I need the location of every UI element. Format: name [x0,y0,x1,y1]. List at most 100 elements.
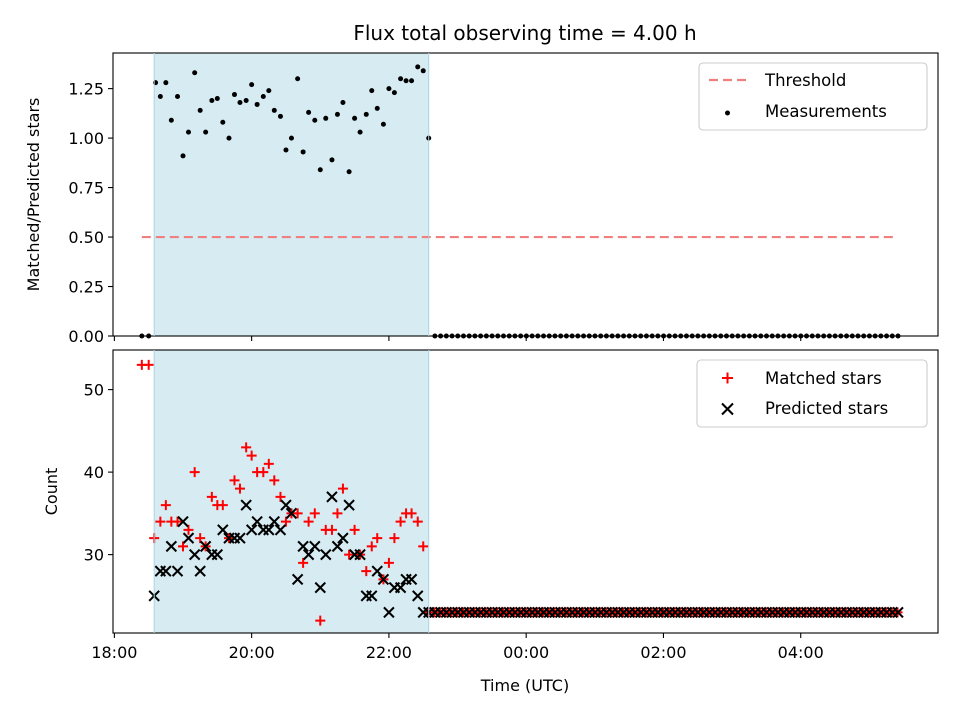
matched-star-point: 19:25 37 [206,491,217,502]
measurement-point: 19:55 1.19 [243,97,249,103]
predicted-stars-series: 18:35 2518:40 2818:45 2818:50 3118:55 28… [148,491,904,619]
predicted-star-point: 19:00 34 [177,515,189,528]
measurement-point: 22:05 1.23 [391,90,397,96]
x-axis-title: Time (UTC) [480,676,569,695]
measurement-point: 20:05 1.17 [254,101,260,107]
matched-star-point: 20:20 39 [269,475,280,486]
measurement-point: 18:40 1.21 [157,94,163,100]
cross-b [383,606,395,619]
predicted-star-point: 21:55 27 [377,573,390,586]
top-legend-box [698,62,928,131]
matched-star-point: 19:50 38 [234,483,245,494]
matched-star-point: 19:15 32 [195,533,206,544]
matched-star-point: 22:25 34 [412,516,423,527]
top-y-axis-title: Matched/Predicted stars [24,98,43,292]
matched-star-point: 21:25 30 [344,549,355,560]
predicted-star-point: 20:20 34 [268,515,281,528]
predicted-star-point: 21:45 25 [366,590,378,602]
matched-star-point: 19:00 31 [178,541,189,552]
measurement-point: 19:50 1.18 [237,99,243,105]
cross-b [331,540,344,553]
cross-b [245,524,258,536]
cross-b [274,524,287,536]
measurement-point: 21:05 1.1 [323,115,329,121]
legend-measurements-swatch [725,110,730,116]
measurement-point: 20:10 1.21 [260,94,266,100]
measurement-point: 22:10 1.3 [398,76,404,82]
cross-b [263,524,275,536]
predicted-star-point: 20:30 36 [280,499,292,511]
matched-star-point: 20:30 34 [280,516,291,527]
predicted-star-point: 20:55 31 [309,540,321,553]
legend-cross-marker [721,402,734,416]
cross-b [188,548,201,561]
measurement-point: 19:25 1.19 [209,97,215,103]
measurement-point: 22:30 1.34 [420,68,426,74]
bottom-x-tick-label: 22:00 [366,643,412,662]
top-y-axis-ticks: 0.00 0.25 0.50 0.75 1.00 1.25 [68,80,113,346]
predicted-star-point: 22:10 26 [394,581,407,594]
predicted-star-point: 19:55 36 [240,499,252,511]
predicted-star-point: 22:20 27 [405,573,418,586]
top-shaded-region [154,53,429,336]
cross-b [320,548,332,561]
cross-b [412,590,424,602]
measurement-point: 21:40 1.12 [363,111,369,117]
bottom-y-axis-title: Count [42,468,61,516]
cross-b [721,402,734,416]
predicted-star-point: 20:50 30 [302,548,315,561]
matched-star-point: 18:45 36 [160,500,171,511]
matched-star-point: 21:10 33 [326,524,337,535]
measurement-point: 20:15 1.24 [266,88,272,94]
top-plot-frame [112,52,939,337]
cross-b [234,532,246,544]
cross-b [394,581,407,594]
cross-b [211,548,224,561]
measurement-point: 21:10 0.89 [329,157,335,163]
matched-star-point: 21:00 22 [315,615,326,626]
measurement-point: 22:20 1.29 [409,78,415,84]
top-y-tick-label: 1.25 [68,80,104,99]
matched-star-point: 19:45 39 [229,475,240,486]
measurement-point: 21:00 0.84 [317,167,323,173]
measurement-point: 18:55 1.21 [175,94,181,100]
measurement-point: 21:30 1.1 [352,115,358,121]
predicted-star-point: 19:20 31 [199,540,212,553]
matched-star-point: 22:20 35 [406,508,417,519]
predicted-star-point: 20:25 33 [274,524,287,536]
measurement-point: 19:20 1.03 [203,129,209,135]
predicted-star-point: 21:00 26 [314,581,326,594]
predicted-star-point [892,606,904,619]
bottom-y-tick-label: 50 [84,381,104,400]
matched-star-point: 19:35 36 [217,500,228,511]
top-x-axis-ticks [113,336,802,341]
top-legend: Threshold Measurements [698,62,928,131]
matched-star-point: 22:00 29 [383,557,394,568]
bottom-plot-frame [112,349,939,634]
legend-matched-label: Matched stars [765,369,882,388]
matched-star-point: 22:10 34 [395,516,406,527]
predicted-star-point: 18:50 31 [165,540,178,553]
top-panel: 18:24 018:30 018:36 1.2818:40 1.2118:45 … [24,52,939,346]
predicted-star-point: 18:45 28 [160,565,172,577]
measurement-point: 21:25 0.83 [346,169,352,175]
measurement-point: 19:10 1.33 [192,70,198,76]
cross-b [354,548,366,561]
predicted-star-point: 18:55 28 [171,565,184,577]
predicted-star-point: 21:20 32 [337,532,349,544]
predicted-star-point: 22:00 23 [383,606,395,619]
top-y-tick-label: 0.00 [68,327,104,346]
predicted-star-point: 21:10 37 [326,491,338,503]
matched-star-point: 21:30 33 [349,524,360,535]
matched-star-point: 20:55 35 [309,508,320,519]
matched-star-point: 19:05 33 [183,524,194,535]
matched-star-point: 21:45 31 [366,541,377,552]
predicted-star-point: 21:50 28 [371,565,383,577]
cross-b [194,565,206,577]
measurement-point: 18:45 1.28 [163,80,169,86]
predicted-star-point: 21:15 31 [331,540,344,553]
bottom-x-tick-label: 00:00 [503,643,549,662]
bottom-y-tick-label: 30 [84,546,104,565]
measurement-point: 19:00 0.91 [180,153,186,159]
top-y-tick-label: 1.00 [68,129,104,148]
